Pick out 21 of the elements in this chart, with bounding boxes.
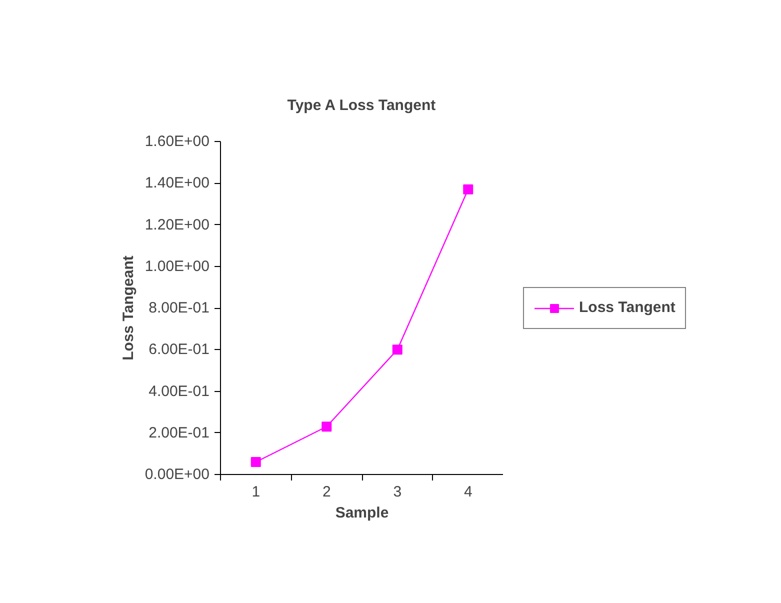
point — [392, 344, 402, 355]
point — [250, 457, 261, 468]
y-tick-label: 2.00E-01 — [148, 424, 210, 442]
x-tick-label: 4 — [464, 484, 472, 500]
y-tick-label: 8.00E-01 — [148, 300, 210, 316]
x-axis-title: Sample — [335, 504, 389, 522]
y-tick-label: 1.00E+00 — [144, 258, 210, 275]
y-tick-label: 0.00E+00 — [144, 466, 210, 483]
point — [322, 422, 332, 432]
y-tick-label: 6.00E-01 — [148, 341, 210, 358]
y-tick-label: 1.20E+00 — [144, 216, 210, 234]
legend-label: Loss Tangent — [579, 299, 676, 316]
y-axis-title: Loss Tangeant — [120, 256, 137, 360]
x-tick-label: 3 — [393, 484, 402, 500]
y-tick-label: 1.40E+00 — [144, 174, 210, 192]
chart-title: Type A Loss Tangent — [287, 97, 436, 114]
y-tick-label: 1.60E+00 — [144, 133, 210, 150]
y-tick-label: 4.00E-01 — [148, 382, 210, 400]
point — [463, 184, 474, 194]
x-tick-label: 2 — [322, 484, 331, 500]
x-tick-label: 1 — [252, 484, 260, 500]
